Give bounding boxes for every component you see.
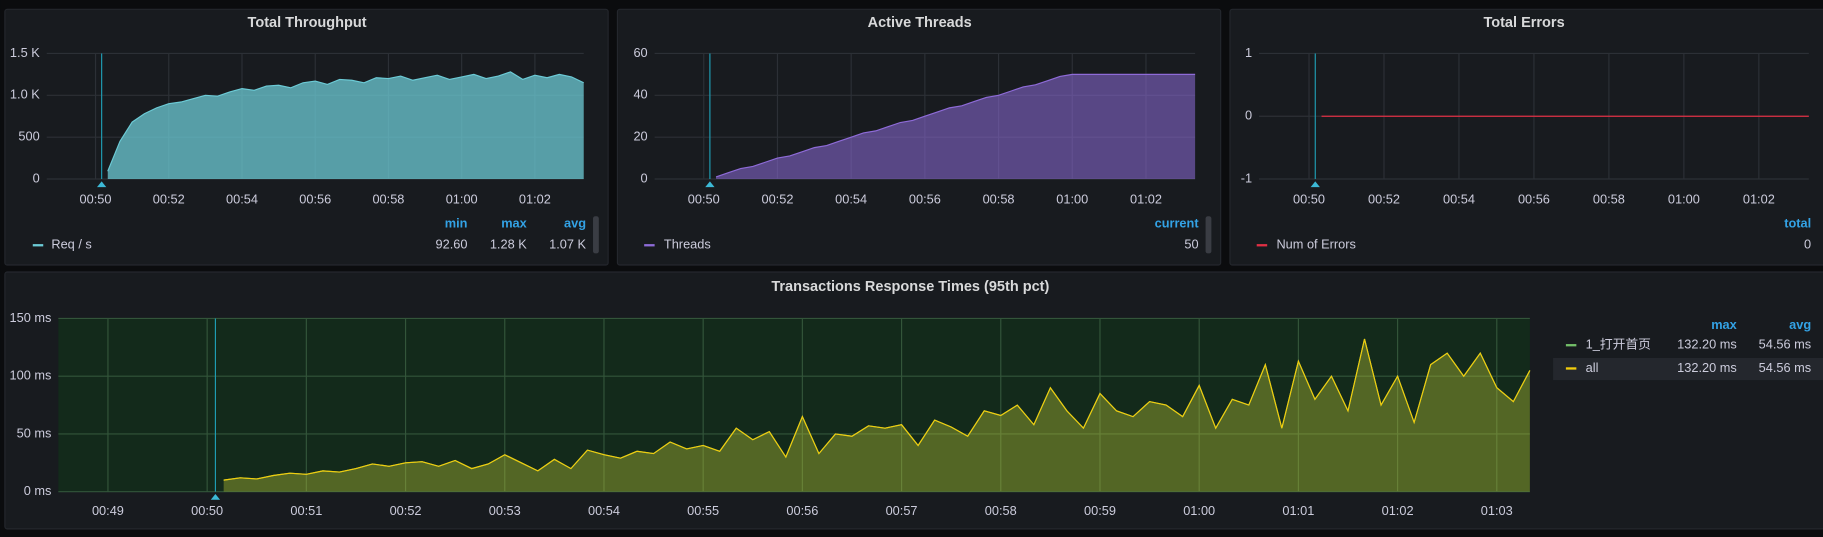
legend-header: total	[1784, 216, 1811, 231]
x-tick-label: 01:02	[1130, 191, 1162, 206]
legend-name: Threads	[664, 237, 711, 252]
y-tick-label: 1.0 K	[10, 87, 40, 102]
legend-name: Req / s	[51, 237, 91, 252]
y-tick-label: 0 ms	[24, 483, 52, 498]
x-tick-label: 00:55	[687, 503, 719, 518]
x-tick-label: 00:52	[390, 503, 422, 518]
x-tick-label: 00:50	[1293, 191, 1325, 206]
y-tick-label: 20	[633, 129, 647, 144]
legend-name: all	[1586, 360, 1599, 375]
x-tick-label: 00:58	[1593, 191, 1625, 206]
x-tick-label: 00:57	[886, 503, 918, 518]
legend-header: avg	[564, 216, 586, 231]
x-tick-label: 00:54	[226, 191, 258, 206]
legend-header: current	[1155, 216, 1200, 231]
x-tick-label: 00:53	[489, 503, 521, 518]
legend-value: 54.56 ms	[1759, 360, 1812, 375]
plot-background	[58, 318, 1530, 492]
scrollbar	[1205, 216, 1212, 254]
legend-value: 132.20 ms	[1677, 360, 1737, 375]
legend-value: 1.07 K	[549, 237, 586, 252]
scrollbar	[593, 216, 599, 254]
x-tick-label: 00:56	[786, 503, 818, 518]
x-tick-label: 00:56	[299, 191, 331, 206]
x-tick-label: 00:52	[761, 191, 793, 206]
y-tick-label: 100 ms	[9, 368, 51, 383]
legend-value: 0	[1804, 237, 1811, 252]
legend-value: 50	[1184, 237, 1198, 252]
x-tick-label: 01:02	[1743, 191, 1775, 206]
x-tick-label: 01:01	[1282, 503, 1314, 518]
x-tick-label: 00:58	[985, 503, 1017, 518]
panel-title: Total Throughput	[248, 15, 367, 31]
line	[107, 71, 584, 172]
x-tick-label: 00:54	[1443, 191, 1475, 206]
y-tick-label: 150 ms	[9, 310, 51, 325]
legend-header: max	[501, 216, 527, 231]
area	[107, 71, 584, 179]
x-tick-label: 01:02	[1382, 503, 1414, 518]
x-tick-label: 00:51	[290, 503, 322, 518]
y-tick-label: 50 ms	[17, 425, 52, 440]
annotation-marker	[705, 181, 715, 188]
x-tick-label: 01:00	[1183, 503, 1215, 518]
panel-title: Total Errors	[1483, 15, 1564, 31]
y-tick-label: 500	[18, 129, 39, 144]
y-tick-label: -1	[1241, 170, 1252, 185]
x-tick-label: 00:58	[983, 191, 1015, 206]
line	[223, 338, 1531, 481]
x-tick-label: 00:56	[1518, 191, 1550, 206]
legend-name: 1_打开首页	[1586, 337, 1651, 352]
annotation-marker	[1310, 181, 1320, 188]
x-tick-label: 00:54	[835, 191, 867, 206]
legend-row-highlight	[1553, 358, 1823, 381]
x-tick-label: 01:03	[1481, 503, 1513, 518]
x-tick-label: 01:02	[519, 191, 551, 206]
x-tick-label: 01:00	[446, 191, 478, 206]
x-tick-label: 00:54	[588, 503, 620, 518]
legend-value: 92.60	[436, 237, 468, 252]
panel-title: Transactions Response Times (95th pct)	[771, 279, 1049, 295]
y-tick-label: 40	[633, 87, 647, 102]
x-tick-label: 00:52	[153, 191, 185, 206]
legend-name: Num of Errors	[1276, 237, 1355, 252]
x-tick-label: 01:00	[1668, 191, 1700, 206]
x-tick-label: 00:56	[909, 191, 941, 206]
line	[715, 73, 1196, 178]
legend-header: min	[445, 216, 468, 231]
annotation-marker	[210, 493, 221, 500]
legend-value: 1.28 K	[490, 237, 527, 252]
y-tick-label: 0	[1245, 108, 1252, 123]
x-tick-label: 01:00	[1056, 191, 1088, 206]
x-tick-label: 00:52	[1368, 191, 1400, 206]
x-tick-label: 00:50	[80, 191, 112, 206]
y-tick-label: 1	[1245, 45, 1252, 60]
panel-title: Active Threads	[868, 15, 972, 31]
legend-value: 132.20 ms	[1677, 337, 1737, 352]
y-tick-label: 0	[33, 170, 40, 185]
x-tick-label: 00:59	[1084, 503, 1116, 518]
legend-header: avg	[1789, 317, 1811, 332]
legend-value: 54.56 ms	[1759, 337, 1812, 352]
y-tick-label: 1.5 K	[10, 45, 40, 60]
legend-header: max	[1711, 317, 1737, 332]
y-tick-label: 0	[641, 170, 648, 185]
area	[223, 339, 1530, 492]
x-tick-label: 00:49	[92, 503, 124, 518]
x-tick-label: 00:50	[688, 191, 720, 206]
panel	[1229, 8, 1823, 266]
x-tick-label: 00:50	[191, 503, 223, 518]
x-tick-label: 00:58	[372, 191, 404, 206]
annotation-marker	[96, 181, 107, 188]
area	[223, 339, 1530, 492]
area	[716, 74, 1196, 179]
y-tick-label: 60	[633, 45, 647, 60]
